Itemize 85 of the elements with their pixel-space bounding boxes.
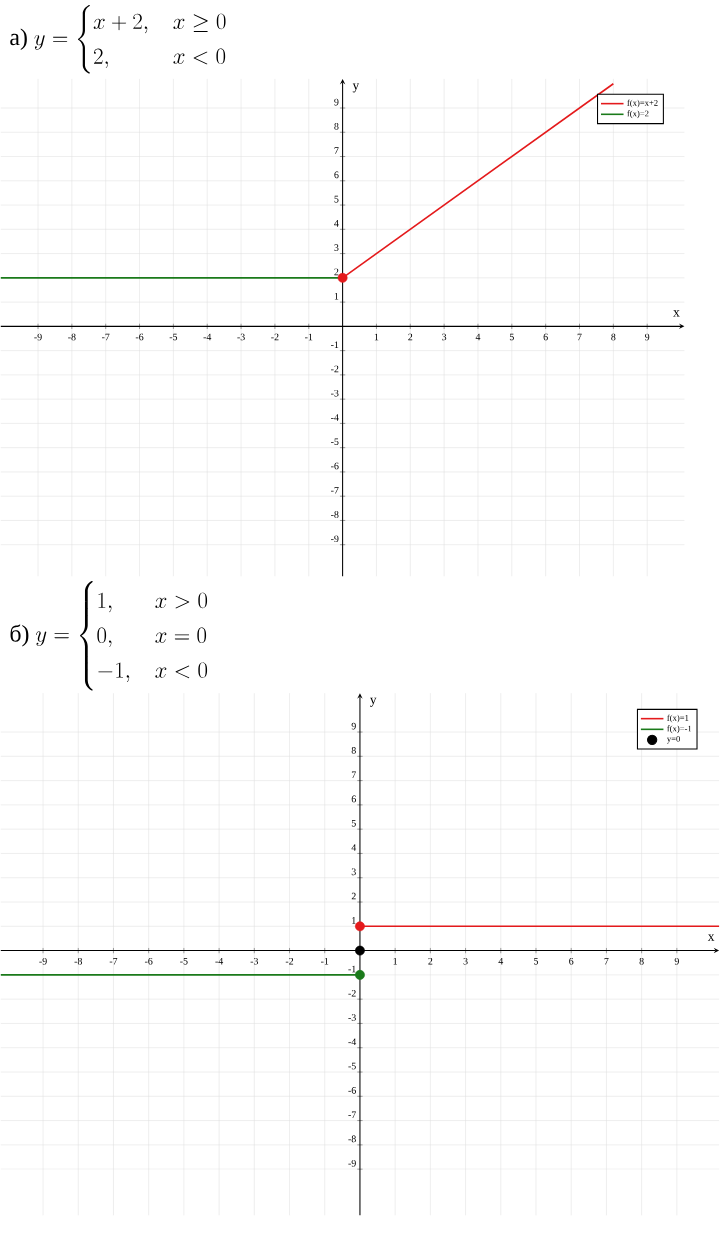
x-tick-label: -8 bbox=[74, 957, 83, 965]
y-tick-label: -3 bbox=[331, 389, 339, 397]
y-tick-label: 8 bbox=[334, 122, 339, 130]
legend-label: f(x)=x+2 bbox=[627, 99, 658, 108]
legend-label: f(x)=2 bbox=[627, 110, 649, 119]
x-tick-label: 4 bbox=[498, 957, 504, 965]
x-tick-label: -5 bbox=[169, 333, 178, 341]
y-axis-title: y bbox=[352, 83, 360, 93]
y-tick-label: -1 bbox=[331, 341, 339, 348]
y-tick-label: -7 bbox=[348, 1111, 357, 1118]
x-tick-label: -1 bbox=[321, 957, 329, 965]
x-axis-title: x bbox=[673, 310, 680, 317]
y-tick-label: -6 bbox=[348, 1087, 357, 1094]
x-tick-label: 6 bbox=[569, 957, 574, 965]
chart-subtitle: $y = \begin{cases} 1, & x > 0 \\ 0, & x = 0 \\ -1, & x < 0 \end{cases}$ bbox=[36, 580, 208, 691]
x-tick-label: -2 bbox=[285, 957, 294, 965]
y-tick-label: -3 bbox=[348, 1014, 356, 1021]
y-tick-label: 9 bbox=[351, 722, 356, 730]
x-tick-label: -8 bbox=[68, 333, 76, 341]
y-tick-label: 4 bbox=[351, 844, 357, 851]
legend-label: f(x)=-1 bbox=[667, 725, 692, 734]
y-tick-label: 1 bbox=[334, 292, 339, 300]
x-tick-label: -4 bbox=[203, 333, 212, 341]
y-tick-label: -2 bbox=[331, 365, 339, 373]
x-tick-label: 6 bbox=[543, 333, 548, 341]
x-tick-label: 1 bbox=[393, 957, 398, 965]
y-tick-label: 4 bbox=[334, 220, 339, 227]
y-tick-label: -8 bbox=[348, 1135, 356, 1143]
y-tick-label: 2 bbox=[334, 268, 339, 276]
x-tick-label: -7 bbox=[109, 957, 118, 965]
x-tick-label: 2 bbox=[408, 333, 413, 341]
x-tick-label: -5 bbox=[180, 957, 188, 965]
y-tick-label: -6 bbox=[331, 462, 339, 470]
y-tick-label: -1 bbox=[348, 965, 356, 973]
x-tick-label: 8 bbox=[639, 957, 644, 965]
y-tick-label: 5 bbox=[334, 195, 339, 203]
x-tick-label: -9 bbox=[34, 333, 42, 341]
x-tick-label: -3 bbox=[250, 957, 259, 965]
y-tick-label: -9 bbox=[331, 535, 339, 543]
y-axis-title: y bbox=[370, 697, 377, 707]
y-tick-label: -2 bbox=[348, 989, 356, 997]
y-tick-label: -9 bbox=[348, 1159, 356, 1167]
x-tick-label: 2 bbox=[428, 957, 433, 965]
y-tick-label: -4 bbox=[331, 414, 339, 421]
x-tick-label: 5 bbox=[509, 333, 514, 341]
y-tick-label: -7 bbox=[331, 487, 339, 494]
y-tick-label: 7 bbox=[352, 771, 357, 778]
y-tick-label: 3 bbox=[351, 868, 356, 876]
x-tick-label: -9 bbox=[39, 957, 47, 965]
x-tick-label: 1 bbox=[374, 333, 379, 341]
x-tick-label: 4 bbox=[475, 333, 481, 341]
x-tick-label: -7 bbox=[102, 333, 110, 341]
x-tick-label: 9 bbox=[645, 333, 650, 341]
x-axis-title: x bbox=[708, 934, 715, 941]
chart-title: а) bbox=[10, 28, 27, 51]
x-tick-label: -1 bbox=[305, 333, 313, 341]
y-tick-label: -5 bbox=[348, 1062, 356, 1070]
x-tick-label: 7 bbox=[577, 333, 582, 341]
x-tick-label: -6 bbox=[135, 333, 144, 341]
y-tick-label: 6 bbox=[351, 795, 357, 803]
y-tick-label: 7 bbox=[334, 147, 339, 154]
x-tick-label: 3 bbox=[463, 957, 468, 965]
legend-label: f(x)=1 bbox=[667, 714, 689, 723]
y-tick-label: 5 bbox=[351, 819, 356, 827]
y-tick-label: 1 bbox=[352, 917, 356, 924]
y-tick-label: -5 bbox=[331, 438, 339, 446]
x-tick-label: -2 bbox=[271, 333, 279, 341]
x-tick-label: -4 bbox=[215, 957, 224, 965]
x-tick-label: 8 bbox=[611, 333, 616, 341]
y-tick-label: 3 bbox=[334, 244, 339, 251]
x-tick-label: -6 bbox=[144, 957, 153, 965]
y-tick-label: 9 bbox=[334, 98, 339, 106]
y-tick-label: 6 bbox=[334, 171, 339, 179]
y-tick-label: 2 bbox=[351, 892, 356, 900]
chart-subtitle: $y = \begin{cases} x + 2, & x \geq 0 \\ 2, & x < 0 \end{cases}$ bbox=[34, 5, 226, 74]
y-tick-label: -4 bbox=[348, 1038, 357, 1046]
x-tick-label: -3 bbox=[237, 333, 245, 341]
x-tick-label: 3 bbox=[442, 333, 447, 341]
y-tick-label: 8 bbox=[351, 747, 356, 754]
x-tick-label: 5 bbox=[534, 957, 539, 965]
x-tick-label: 7 bbox=[604, 957, 609, 965]
y-tick-label: -8 bbox=[331, 511, 339, 518]
chart-title: б) bbox=[10, 624, 29, 647]
legend-label: y=0 bbox=[667, 736, 681, 744]
x-tick-label: 9 bbox=[674, 957, 679, 965]
